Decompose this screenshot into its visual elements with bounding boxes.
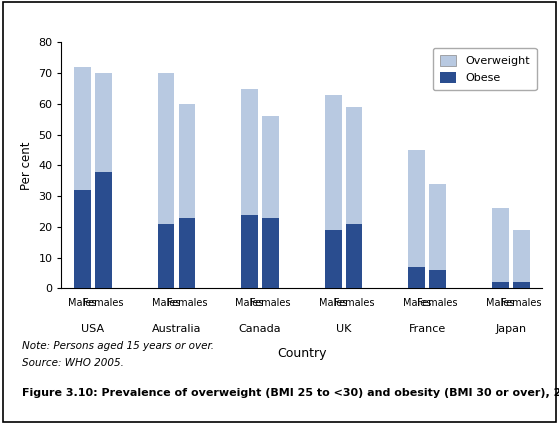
Text: Figure 3.10: Prevalence of overweight (BMI 25 to <30) and obesity (BMI 30 or ove: Figure 3.10: Prevalence of overweight (B… [22, 388, 559, 398]
Bar [492, 209, 509, 282]
Bar [95, 73, 112, 171]
Bar [346, 224, 362, 288]
Bar [409, 150, 425, 267]
Bar [513, 230, 530, 282]
Text: Note: Persons aged 15 years or over.: Note: Persons aged 15 years or over. [22, 341, 214, 351]
Legend: Overweight, Obese: Overweight, Obese [433, 48, 537, 90]
Text: Japan: Japan [495, 324, 527, 335]
Text: UK: UK [336, 324, 352, 335]
Bar [262, 116, 279, 218]
Text: Australia: Australia [151, 324, 201, 335]
Bar [262, 218, 279, 288]
Bar [325, 95, 342, 230]
Text: Country: Country [277, 347, 326, 360]
Text: Canada: Canada [239, 324, 281, 335]
Bar [158, 73, 174, 224]
Bar [429, 184, 446, 270]
Bar [429, 270, 446, 288]
Bar [492, 282, 509, 288]
Bar [158, 224, 174, 288]
Y-axis label: Per cent: Per cent [20, 141, 33, 190]
Bar [241, 215, 258, 288]
Bar [178, 218, 195, 288]
Text: France: France [409, 324, 446, 335]
Bar [178, 104, 195, 218]
Bar [513, 282, 530, 288]
Text: USA: USA [81, 324, 105, 335]
Bar [95, 171, 112, 288]
Bar [346, 107, 362, 224]
Bar [74, 190, 91, 288]
Text: Source: WHO 2005.: Source: WHO 2005. [22, 358, 124, 368]
Bar [409, 267, 425, 288]
Bar [74, 67, 91, 190]
Bar [241, 89, 258, 215]
Bar [325, 230, 342, 288]
